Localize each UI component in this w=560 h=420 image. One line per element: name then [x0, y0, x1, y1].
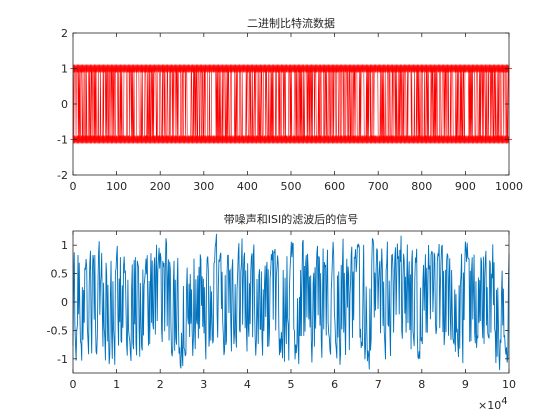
y-tick-label: 0.5 [51, 268, 69, 281]
subplot-filtered-signal-title: 带噪声和ISI的滤波后的信号 [224, 212, 358, 226]
y-tick-label: 2 [61, 27, 68, 40]
y-tick-label: 1 [61, 239, 68, 252]
subplot-filtered-signal-ticks: 0 1 2 3 4 5 6 7 8 9 10 -1 -0.5 0 0.5 1 [47, 231, 516, 391]
x-tick-label: 9 [462, 378, 469, 391]
y-tick-label: -1 [57, 134, 68, 147]
subplot-bitstream-title: 二进制比特流数据 [247, 16, 335, 30]
x-tick-label: 300 [193, 180, 214, 193]
subplot-bitstream-ticks: 0 100 200 300 400 500 600 700 800 900 1000 -2 -1 0 1 2 [57, 27, 523, 193]
bitstream-line [73, 68, 510, 140]
x-tick-label: 200 [150, 180, 171, 193]
x-tick-label: 0 [70, 378, 77, 391]
x-exponent-power: 4 [501, 396, 507, 407]
y-tick-label: 1 [61, 63, 68, 76]
x-tick-label: 8 [418, 378, 425, 391]
x-tick-label: 10 [502, 378, 516, 391]
y-tick-label: 0 [61, 98, 68, 111]
y-tick-label: -2 [57, 169, 68, 182]
x-tick-label: 7 [375, 378, 382, 391]
subplot-filtered-signal-series [72, 233, 510, 371]
x-tick-label: 3 [200, 378, 207, 391]
x-tick-label: 900 [455, 180, 476, 193]
subplot-bitstream: 0 100 200 300 400 500 600 700 800 900 1000-2-1012 … [57, 16, 523, 193]
y-tick-label: -1 [57, 353, 68, 366]
y-tick-label: 0 [61, 296, 68, 309]
x-tick-label: 1000 [495, 180, 523, 193]
x-tick-label: 6 [331, 378, 338, 391]
x-tick-label: 5 [288, 378, 295, 391]
subplot-filtered-signal: 0 1 2 3 4 5 6 7 8 9 10 -1 -0.5 0 0.5 1 带噪声和ISI的滤波后的信号 ×… [47, 212, 516, 412]
x-tick-label: 2 [157, 378, 164, 391]
x-tick-label: 100 [106, 180, 127, 193]
x-tick-label: 600 [324, 180, 345, 193]
filtered-signal-line [72, 233, 510, 371]
x-exponent-base: ×10 [478, 399, 501, 412]
x-tick-label: 1 [113, 378, 120, 391]
x-tick-label: 0 [70, 180, 77, 193]
x-tick-label: 400 [237, 180, 258, 193]
x-tick-label: 500 [281, 180, 302, 193]
x-tick-label: 700 [368, 180, 389, 193]
x-tick-label: 4 [244, 378, 251, 391]
x-tick-label: 800 [411, 180, 432, 193]
y-tick-label: -0.5 [47, 324, 68, 337]
x-exponent-label: ×104 [478, 396, 508, 412]
